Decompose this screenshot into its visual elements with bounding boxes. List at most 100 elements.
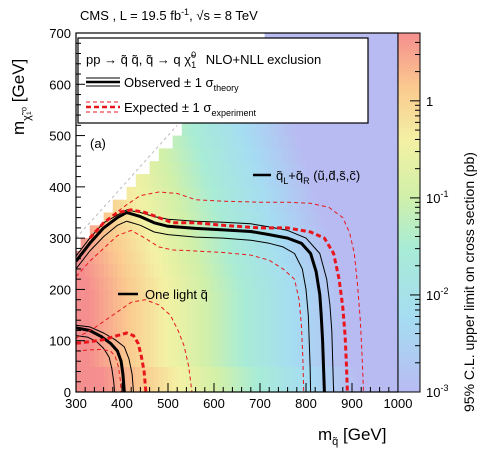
heatmap-cell	[186, 135, 192, 149]
heatmap-cell	[177, 327, 183, 342]
heatmap-cell	[319, 302, 325, 316]
heatmap-cell	[375, 33, 381, 47]
heatmap-cell	[361, 340, 367, 355]
heatmap-cell	[301, 340, 307, 355]
heatmap-cell	[227, 302, 233, 316]
heatmap-cell	[333, 238, 339, 252]
heatmap-cell	[370, 238, 376, 252]
heatmap-cell	[209, 186, 215, 201]
heatmap-cell	[324, 174, 330, 188]
heatmap-cell	[361, 353, 367, 367]
heatmap-cell	[214, 302, 220, 316]
heatmap-cell	[186, 366, 192, 380]
heatmap-cell	[365, 212, 371, 226]
heatmap-cell	[172, 379, 178, 392]
heatmap-cell	[370, 379, 376, 392]
one-squark-label: One light q̃	[118, 287, 208, 302]
heatmap-cell	[292, 225, 298, 239]
heatmap-cell	[315, 379, 321, 392]
heatmap-cell	[324, 225, 330, 239]
heatmap-cell	[186, 353, 192, 367]
heatmap-cell	[273, 315, 279, 329]
heatmap-cell	[218, 199, 224, 214]
heatmap-cell	[163, 327, 169, 342]
heatmap-cell	[296, 315, 302, 329]
heatmap-cell	[209, 340, 215, 355]
heatmap-cell	[375, 45, 381, 60]
heatmap-cell	[191, 122, 197, 137]
contour-one-expected-band-11	[76, 348, 122, 392]
heatmap-cell	[283, 366, 289, 380]
heatmap-cell	[301, 327, 307, 342]
heatmap-cell	[237, 135, 243, 149]
heatmap-cell	[99, 238, 105, 252]
heatmap-cell	[255, 212, 261, 226]
heatmap-cell	[246, 212, 252, 226]
heatmap-cell	[204, 379, 210, 392]
heatmap-cell	[227, 135, 233, 149]
heatmap-cell	[218, 340, 224, 355]
heatmap-cell	[329, 340, 335, 355]
heatmap-cell	[223, 327, 229, 342]
heatmap-cell	[269, 238, 275, 252]
heatmap-cell	[283, 379, 289, 392]
heatmap-cell	[223, 161, 229, 175]
heatmap-cell	[333, 302, 339, 316]
heatmap-cell	[365, 199, 371, 214]
heatmap-cell	[76, 327, 82, 342]
heatmap-cell	[370, 263, 376, 278]
heatmap-cell	[209, 263, 215, 278]
heatmap-cell	[181, 225, 187, 239]
heatmap-cell	[163, 186, 169, 201]
heatmap-cell	[186, 289, 192, 303]
heatmap-cell	[195, 250, 201, 265]
heatmap-cell	[255, 174, 261, 188]
heatmap-cell	[287, 238, 293, 252]
heatmap-cell	[172, 366, 178, 380]
heatmap-cell	[273, 199, 279, 214]
heatmap-cell	[287, 379, 293, 392]
heatmap-cell	[347, 327, 353, 342]
heatmap-cell	[278, 199, 284, 214]
heatmap-cell	[287, 161, 293, 175]
heatmap-cell	[191, 199, 197, 214]
heatmap-cell	[292, 186, 298, 201]
heatmap-cell	[306, 161, 312, 175]
heatmap-cell	[287, 199, 293, 214]
heatmap-cell	[145, 263, 151, 278]
heatmap-cell	[204, 340, 210, 355]
heatmap-cell	[347, 353, 353, 367]
heatmap-cell	[241, 199, 247, 214]
heatmap-cell	[135, 199, 141, 214]
heatmap-cell	[99, 379, 105, 392]
heatmap-cell	[296, 161, 302, 175]
heatmap-cell	[324, 263, 330, 278]
heatmap-cell	[319, 263, 325, 278]
heatmap-cell	[306, 135, 312, 149]
heatmap-cell	[237, 379, 243, 392]
heatmap-cell	[361, 161, 367, 175]
x-tick-label-400: 400	[111, 396, 133, 411]
heatmap-cell	[296, 212, 302, 226]
heatmap-cell	[223, 186, 229, 201]
heatmap-cell	[218, 122, 224, 137]
heatmap-cell	[301, 161, 307, 175]
heatmap-cell	[338, 199, 344, 214]
heatmap-cell	[227, 225, 233, 239]
heatmap-cell	[319, 225, 325, 239]
heatmap-cell	[218, 353, 224, 367]
heatmap-cell	[301, 353, 307, 367]
heatmap-cell	[301, 315, 307, 329]
heatmap-cell	[131, 289, 137, 303]
heatmap-cell	[177, 135, 183, 149]
heatmap-cell	[333, 212, 339, 226]
heatmap-cell	[269, 225, 275, 239]
heatmap-cell	[214, 122, 220, 137]
heatmap-cell	[310, 135, 316, 149]
heatmap-cell	[370, 366, 376, 380]
heatmap-cell	[273, 379, 279, 392]
heatmap-cell	[154, 327, 160, 342]
heatmap-cell	[200, 174, 206, 188]
heatmap-cell	[85, 340, 91, 355]
heatmap-cell	[131, 238, 137, 252]
